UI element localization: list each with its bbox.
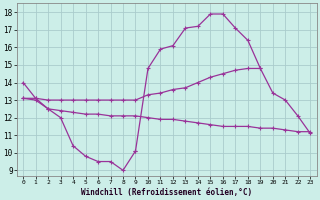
X-axis label: Windchill (Refroidissement éolien,°C): Windchill (Refroidissement éolien,°C) — [81, 188, 252, 197]
